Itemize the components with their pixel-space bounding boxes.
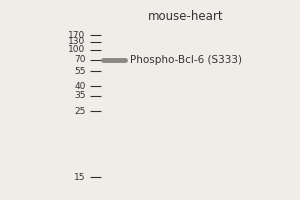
Text: 130: 130 — [68, 38, 86, 46]
Text: 70: 70 — [74, 55, 85, 64]
Text: 15: 15 — [74, 172, 85, 182]
Text: 25: 25 — [74, 106, 85, 116]
Text: 40: 40 — [74, 82, 85, 90]
Text: mouse-heart: mouse-heart — [148, 10, 224, 23]
Text: 170: 170 — [68, 30, 86, 40]
Text: 100: 100 — [68, 46, 86, 54]
Text: 35: 35 — [74, 92, 85, 100]
Text: 55: 55 — [74, 66, 85, 75]
Text: Phospho-Bcl-6 (S333): Phospho-Bcl-6 (S333) — [130, 55, 242, 65]
